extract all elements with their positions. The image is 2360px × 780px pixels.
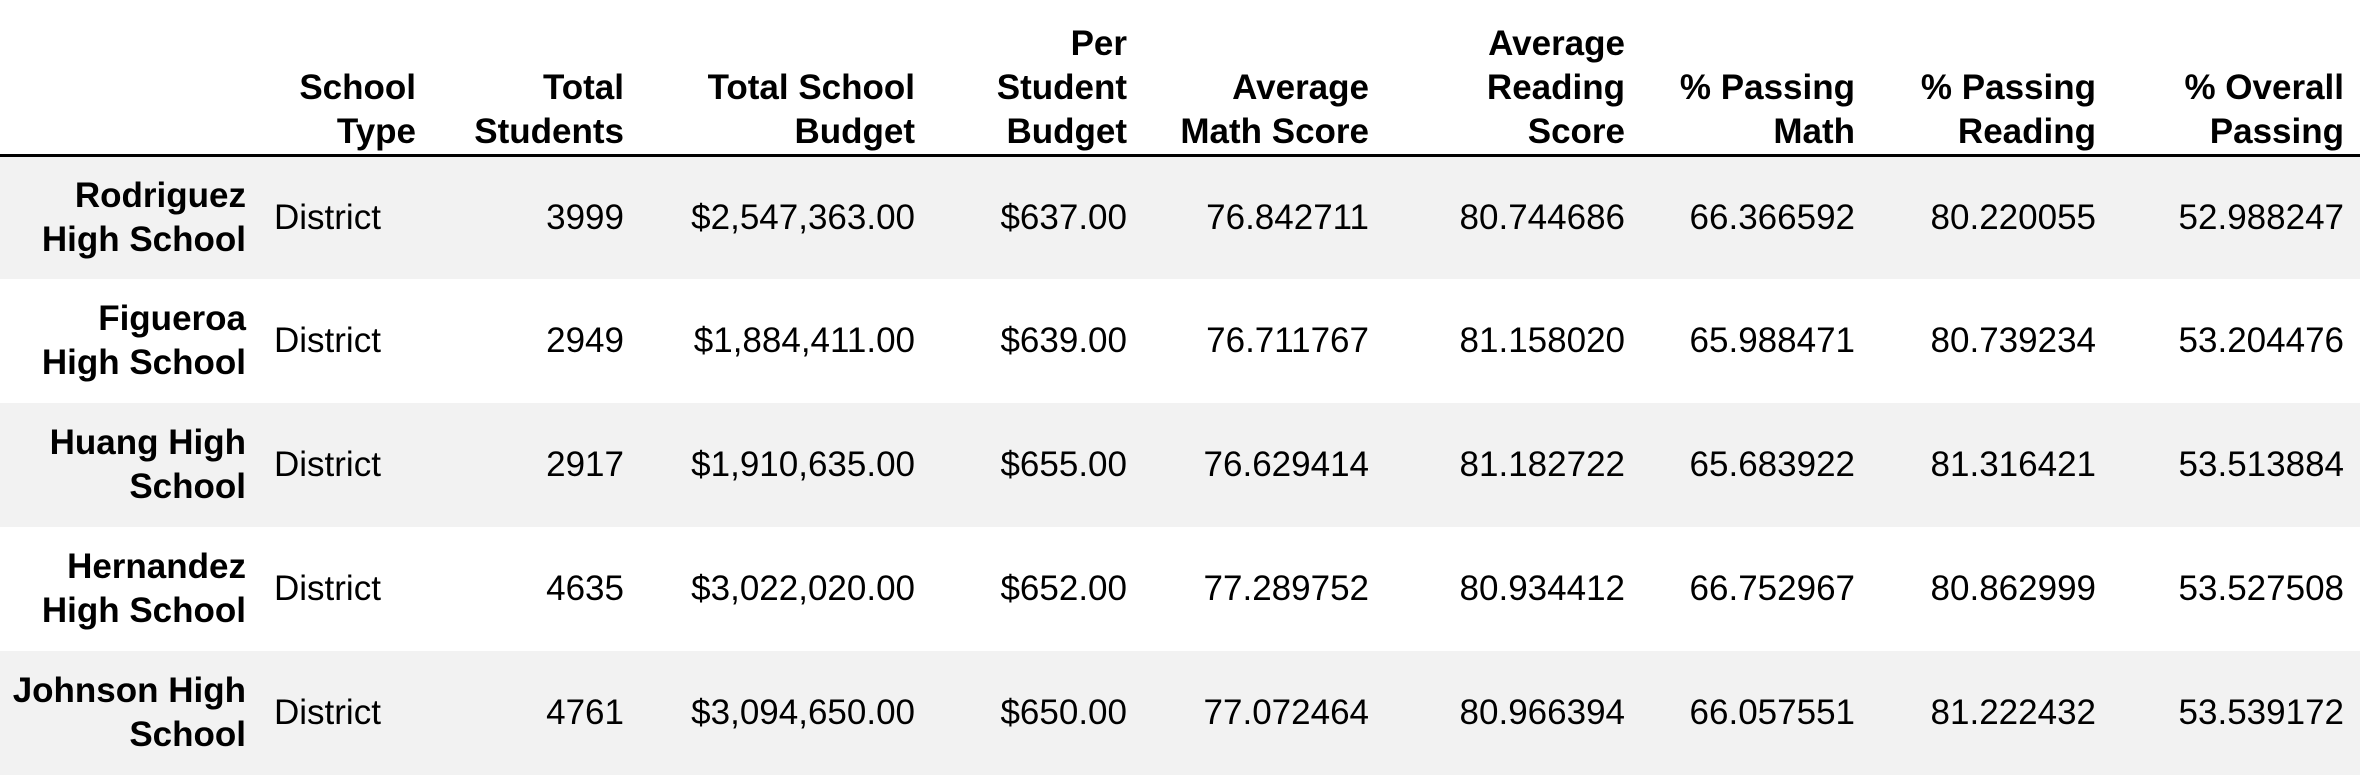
- header-row: School Type Total Students Total School …: [0, 0, 2360, 157]
- cell-overall-passing: 53.539172: [2178, 693, 2344, 732]
- column-header-index: [0, 0, 262, 157]
- column-header-total-students: Total Students: [432, 0, 640, 157]
- row-header-school: Huang High School: [49, 423, 246, 506]
- cell-passing-reading: 81.316421: [1930, 445, 2096, 484]
- cell-per-student-budget: $655.00: [1000, 445, 1127, 484]
- table-row: Hernandez High School District 4635 $3,0…: [0, 527, 2360, 651]
- cell-passing-reading: 80.862999: [1930, 569, 2096, 608]
- cell-passing-reading: 81.222432: [1930, 693, 2096, 732]
- cell-total-school-budget: $3,094,650.00: [691, 693, 915, 732]
- cell-average-reading-score: 80.934412: [1459, 569, 1625, 608]
- cell-average-math-score: 77.072464: [1203, 693, 1369, 732]
- cell-school-type: District: [274, 321, 381, 360]
- cell-overall-passing: 53.527508: [2178, 569, 2344, 608]
- table-header: School Type Total Students Total School …: [0, 0, 2360, 157]
- cell-per-student-budget: $639.00: [1000, 321, 1127, 360]
- column-header-total-school-budget: Total School Budget: [640, 0, 931, 157]
- cell-average-math-score: 76.711767: [1206, 321, 1369, 360]
- row-header-school: Rodriguez High School: [41, 175, 246, 259]
- table-body: Rodriguez High School District 3999 $2,5…: [0, 155, 2360, 775]
- cell-average-reading-score: 81.158020: [1459, 321, 1625, 360]
- cell-average-reading-score: 81.182722: [1459, 445, 1625, 484]
- cell-overall-passing: 52.988247: [2178, 197, 2344, 237]
- column-header-passing-math: % Passing Math: [1641, 0, 1871, 157]
- cell-average-math-score: 76.629414: [1203, 445, 1369, 484]
- cell-total-students: 4635: [546, 569, 624, 608]
- table-row: Huang High School District 2917 $1,910,6…: [0, 403, 2360, 527]
- cell-average-reading-score: 80.966394: [1459, 693, 1625, 732]
- row-header-school: Hernandez High School: [41, 547, 246, 630]
- cell-average-math-score: 76.842711: [1206, 197, 1369, 237]
- cell-total-school-budget: $1,910,635.00: [691, 445, 915, 484]
- cell-total-school-budget: $1,884,411.00: [693, 321, 915, 360]
- row-header-school: Johnson High School: [12, 671, 246, 754]
- cell-school-type: District: [274, 569, 381, 608]
- cell-passing-reading: 80.220055: [1930, 197, 2096, 237]
- column-header-average-math-score: Average Math Score: [1143, 0, 1385, 157]
- row-header-school: Figueroa High School: [41, 299, 246, 382]
- cell-average-reading-score: 80.744686: [1459, 197, 1625, 237]
- table-row: Figueroa High School District 2949 $1,88…: [0, 279, 2360, 403]
- cell-average-math-score: 77.289752: [1203, 569, 1369, 608]
- cell-per-student-budget: $650.00: [1000, 693, 1127, 732]
- column-header-overall-passing: % Overall Passing: [2112, 0, 2360, 157]
- column-header-average-reading-score: Average Reading Score: [1385, 0, 1641, 157]
- cell-per-student-budget: $637.00: [1000, 197, 1127, 237]
- cell-total-students: 2917: [546, 445, 624, 484]
- cell-per-student-budget: $652.00: [1000, 569, 1127, 608]
- cell-total-students: 2949: [546, 321, 624, 360]
- cell-passing-math: 66.752967: [1689, 569, 1855, 608]
- cell-passing-reading: 80.739234: [1930, 321, 2096, 360]
- column-header-per-student-budget: Per Student Budget: [931, 0, 1143, 157]
- table-row: Johnson High School District 4761 $3,094…: [0, 651, 2360, 775]
- cell-total-students: 3999: [546, 197, 624, 237]
- cell-overall-passing: 53.204476: [2178, 321, 2344, 360]
- cell-passing-math: 66.057551: [1689, 693, 1855, 732]
- cell-passing-math: 65.683922: [1689, 445, 1855, 484]
- cell-passing-math: 65.988471: [1689, 321, 1855, 360]
- cell-total-students: 4761: [546, 693, 624, 732]
- table-row: Rodriguez High School District 3999 $2,5…: [0, 155, 2360, 279]
- cell-school-type: District: [274, 197, 381, 237]
- column-header-passing-reading: % Passing Reading: [1871, 0, 2112, 157]
- cell-total-school-budget: $3,022,020.00: [691, 569, 915, 608]
- cell-passing-math: 66.366592: [1689, 197, 1855, 237]
- cell-overall-passing: 53.513884: [2178, 445, 2344, 484]
- cell-school-type: District: [274, 445, 381, 484]
- cell-school-type: District: [274, 693, 381, 732]
- cell-total-school-budget: $2,547,363.00: [691, 197, 915, 237]
- column-header-school-type: School Type: [262, 0, 432, 157]
